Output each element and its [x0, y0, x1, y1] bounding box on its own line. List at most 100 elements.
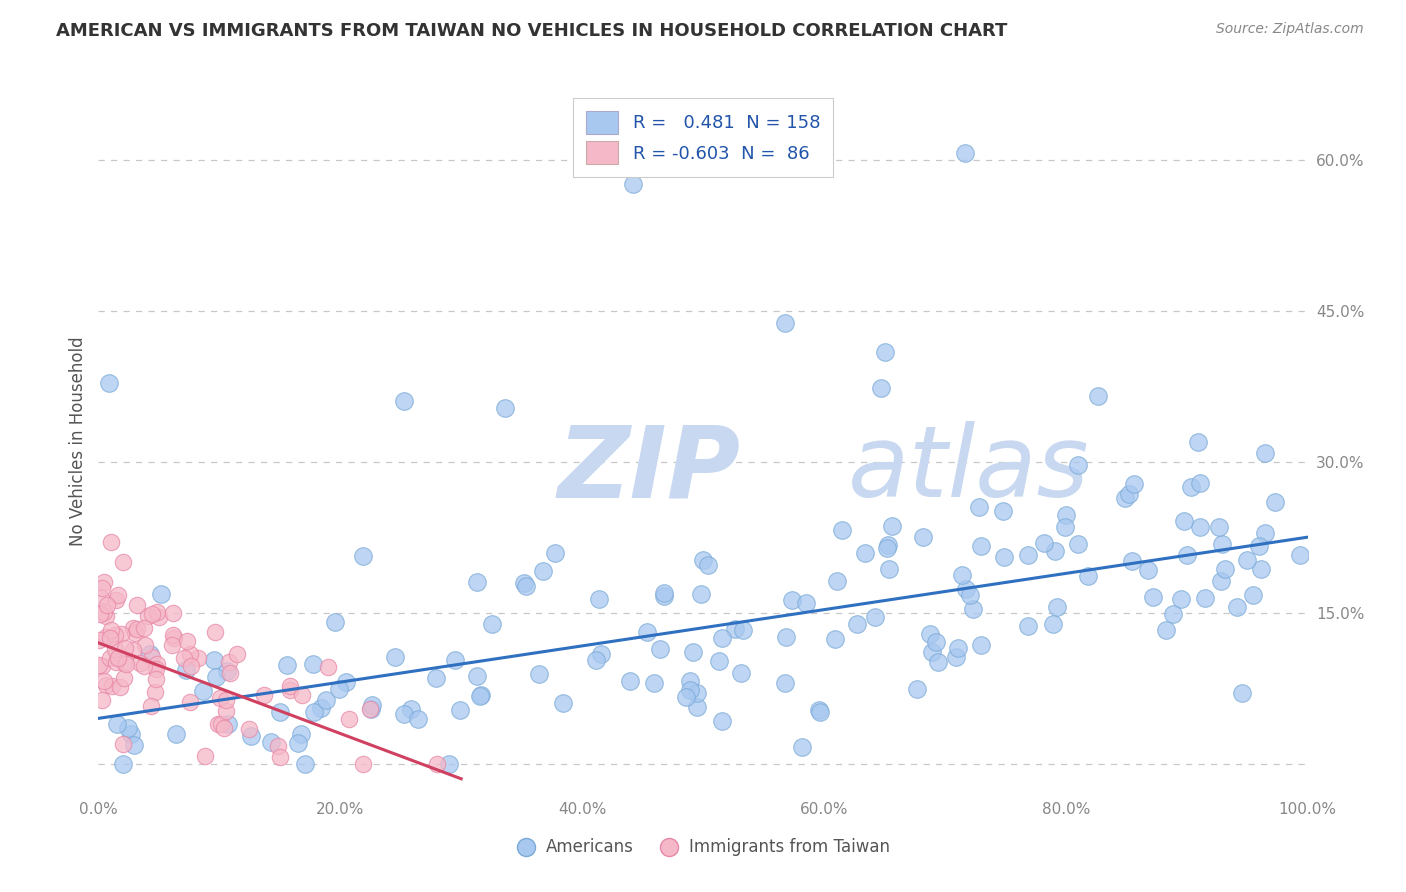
- Legend: Americans, Immigrants from Taiwan: Americans, Immigrants from Taiwan: [509, 831, 897, 863]
- Point: [124, 738, 146, 752]
- Point: [215, 704, 238, 718]
- Y-axis label: No Vehicles in Household: No Vehicles in Household: [69, 336, 87, 547]
- Point: [309, 701, 332, 715]
- Point: [328, 681, 350, 696]
- Point: [1213, 562, 1236, 576]
- Point: [1121, 554, 1143, 568]
- Point: [260, 735, 283, 749]
- Point: [1264, 495, 1286, 509]
- Point: [962, 602, 984, 616]
- Point: [686, 699, 709, 714]
- Point: [269, 705, 291, 719]
- Point: [925, 635, 948, 649]
- Point: [406, 712, 429, 726]
- Point: [773, 676, 796, 690]
- Point: [877, 538, 900, 552]
- Point: [1208, 520, 1230, 534]
- Point: [1194, 591, 1216, 606]
- Point: [1154, 623, 1177, 637]
- Point: [1230, 686, 1253, 700]
- Point: [90, 591, 112, 606]
- Point: [107, 589, 129, 603]
- Point: [1032, 536, 1054, 550]
- Point: [652, 589, 675, 603]
- Point: [1211, 537, 1233, 551]
- Point: [527, 667, 550, 681]
- Point: [162, 631, 184, 645]
- Point: [449, 703, 471, 717]
- Point: [1136, 562, 1159, 576]
- Point: [217, 665, 239, 679]
- Point: [132, 621, 155, 635]
- Point: [807, 703, 830, 717]
- Point: [207, 717, 229, 731]
- Point: [238, 722, 260, 736]
- Point: [470, 688, 492, 702]
- Point: [426, 756, 449, 771]
- Point: [730, 665, 752, 680]
- Point: [315, 693, 337, 707]
- Point: [112, 756, 135, 771]
- Text: ZIP: ZIP: [558, 421, 741, 518]
- Point: [711, 631, 734, 645]
- Point: [619, 673, 641, 688]
- Point: [93, 575, 115, 590]
- Text: AMERICAN VS IMMIGRANTS FROM TAIWAN NO VEHICLES IN HOUSEHOLD CORRELATION CHART: AMERICAN VS IMMIGRANTS FROM TAIWAN NO VE…: [56, 22, 1008, 40]
- Point: [134, 638, 156, 652]
- Point: [173, 650, 195, 665]
- Point: [112, 671, 135, 685]
- Point: [1188, 520, 1211, 534]
- Point: [1017, 548, 1039, 562]
- Point: [970, 540, 993, 554]
- Point: [918, 627, 941, 641]
- Point: [219, 665, 242, 680]
- Point: [1017, 619, 1039, 633]
- Point: [1173, 514, 1195, 528]
- Point: [808, 706, 831, 720]
- Point: [945, 650, 967, 665]
- Point: [465, 669, 488, 683]
- Point: [290, 727, 312, 741]
- Point: [302, 705, 325, 719]
- Point: [179, 647, 201, 661]
- Point: [686, 686, 709, 700]
- Point: [692, 553, 714, 567]
- Point: [104, 593, 127, 607]
- Point: [1226, 600, 1249, 615]
- Point: [1087, 389, 1109, 403]
- Point: [1241, 588, 1264, 602]
- Point: [93, 605, 115, 619]
- Point: [290, 688, 312, 702]
- Point: [773, 316, 796, 330]
- Point: [425, 671, 447, 685]
- Point: [294, 756, 316, 771]
- Point: [124, 626, 146, 640]
- Point: [141, 649, 163, 664]
- Point: [437, 756, 460, 771]
- Point: [104, 628, 127, 642]
- Point: [636, 624, 658, 639]
- Point: [94, 609, 117, 624]
- Point: [877, 562, 900, 576]
- Point: [1250, 561, 1272, 575]
- Point: [212, 721, 235, 735]
- Point: [865, 610, 887, 624]
- Point: [204, 653, 226, 667]
- Point: [165, 727, 187, 741]
- Point: [948, 641, 970, 656]
- Point: [114, 657, 136, 671]
- Point: [145, 606, 167, 620]
- Point: [780, 592, 803, 607]
- Point: [90, 581, 112, 595]
- Point: [993, 550, 1015, 565]
- Point: [1046, 599, 1069, 614]
- Point: [831, 523, 853, 537]
- Point: [187, 650, 209, 665]
- Point: [287, 736, 309, 750]
- Point: [125, 622, 148, 636]
- Point: [967, 500, 990, 514]
- Point: [711, 714, 734, 729]
- Point: [794, 597, 817, 611]
- Point: [134, 658, 156, 673]
- Point: [143, 685, 166, 699]
